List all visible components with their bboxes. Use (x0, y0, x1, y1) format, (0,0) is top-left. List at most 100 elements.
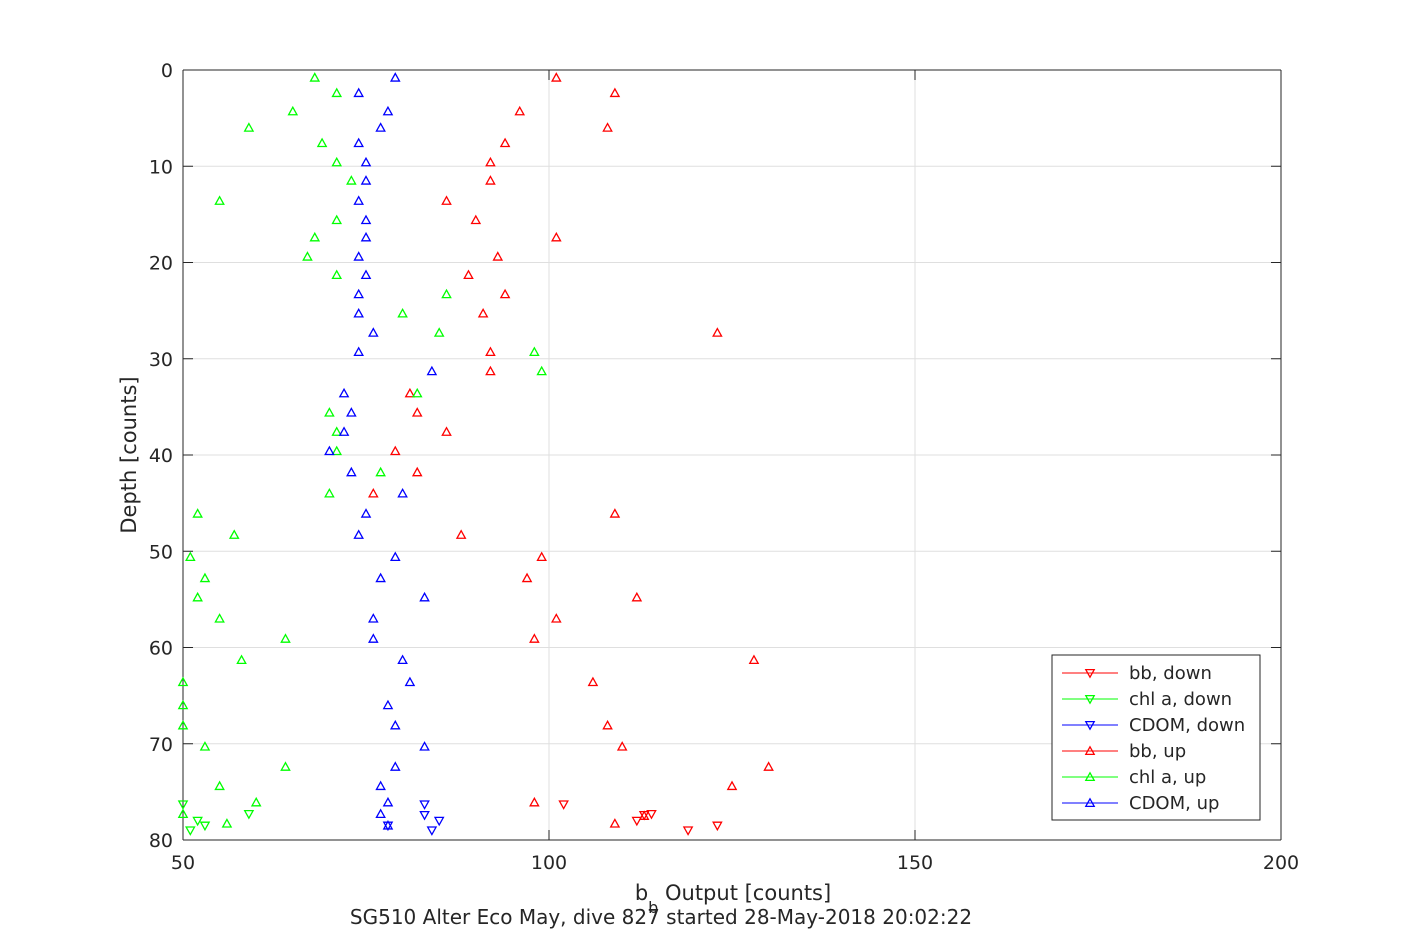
data-point-marker (360, 231, 372, 242)
data-point-marker (411, 387, 423, 398)
legend-marker (1084, 694, 1096, 705)
data-point-marker (302, 251, 313, 261)
data-point-marker (426, 826, 438, 836)
legend-marker (1084, 745, 1096, 756)
data-point-marker (631, 816, 643, 827)
legend-box (1051, 654, 1261, 821)
legend-label: chl a, down (1129, 689, 1232, 710)
data-point-marker (360, 508, 372, 518)
data-point-marker (353, 195, 364, 205)
x-axis-label-main: b (635, 881, 648, 905)
data-point-marker (360, 214, 372, 225)
data-point-marker (316, 137, 328, 148)
data-point-marker (551, 231, 562, 242)
data-point-marker (419, 741, 430, 751)
data-point-marker (419, 800, 430, 810)
data-point-marker (375, 808, 386, 819)
data-point-marker (419, 591, 430, 602)
data-point-marker (331, 87, 343, 98)
data-point-marker (177, 808, 189, 819)
data-point-marker (477, 307, 489, 318)
axes: 50 100 150 200 0 10 20 30 40 50 60 70 80 (149, 60, 1299, 874)
data-point-marker (177, 676, 189, 687)
data-point-marker (346, 407, 357, 417)
y-tick-label: 0 (161, 60, 173, 82)
data-point-marker (353, 529, 364, 539)
data-point-marker (375, 572, 386, 583)
data-point-marker (250, 796, 262, 807)
data-point-marker (368, 613, 379, 623)
data-point-marker (221, 818, 233, 828)
data-point-marker (712, 821, 723, 832)
data-point-marker (529, 796, 540, 807)
data-point-marker (360, 269, 372, 280)
data-point-marker (455, 529, 467, 539)
data-point-marker (331, 269, 343, 280)
x-tick-label: 150 (897, 852, 933, 874)
data-point-marker (353, 346, 364, 357)
data-point-marker (638, 810, 650, 820)
data-point-marker (514, 105, 526, 116)
data-point-marker (353, 87, 364, 98)
data-point-marker (587, 676, 599, 687)
data-point-marker (389, 551, 401, 562)
data-point-marker (353, 307, 364, 318)
legend: bb, down chl a, down CDOM, down bb, up chl a… (1051, 654, 1261, 821)
data-point-marker (389, 72, 401, 82)
data-point-marker (397, 654, 408, 665)
data-point-marker (375, 466, 386, 477)
data-point-marker (360, 175, 372, 185)
data-point-marker (470, 214, 482, 225)
data-point-marker (214, 195, 225, 205)
data-point-marker (529, 633, 540, 643)
legend-label: CDOM, up (1129, 793, 1219, 814)
data-point-marker (192, 508, 203, 518)
data-point-marker (441, 288, 452, 299)
data-point-marker (748, 654, 760, 665)
data-point-marker (199, 572, 211, 583)
data-point-marker (368, 633, 379, 643)
data-point-marker (404, 387, 416, 398)
y-tick-label: 20 (149, 253, 173, 275)
data-point-marker (331, 445, 343, 456)
y-tick-label: 30 (149, 349, 173, 371)
y-tick-label: 80 (149, 830, 173, 852)
data-point-marker (485, 346, 496, 357)
data-point-marker (346, 175, 357, 185)
x-tick-label: 50 (171, 852, 195, 874)
data-point-marker (331, 426, 343, 436)
data-point-marker (192, 591, 203, 602)
data-point-marker (375, 122, 386, 132)
y-tick-label: 40 (149, 445, 173, 467)
x-axis-label-subscript: b (648, 898, 658, 917)
data-point-marker (463, 269, 474, 280)
legend-marker (1084, 720, 1096, 731)
data-markers (177, 72, 774, 836)
data-point-marker (185, 551, 196, 562)
data-point-marker (177, 719, 189, 730)
legend-label: chl a, up (1129, 767, 1206, 788)
y-tick-label: 60 (149, 638, 173, 660)
x-tick-label: 200 (1263, 852, 1299, 874)
data-point-marker (185, 826, 196, 836)
data-point-marker (324, 407, 335, 417)
y-axis-label: Depth [counts] (117, 376, 141, 533)
data-point-marker (397, 307, 408, 318)
data-point-marker (309, 231, 321, 242)
data-point-marker (382, 796, 394, 807)
x-tick-label: 100 (531, 852, 567, 874)
data-point-marker (177, 699, 189, 710)
legend-marker (1084, 797, 1096, 808)
data-point-marker (529, 346, 540, 357)
data-point-marker (389, 719, 401, 730)
data-point-marker (280, 761, 291, 771)
data-point-marker (433, 816, 445, 827)
data-point-marker (602, 719, 613, 730)
data-point-marker (236, 654, 247, 665)
data-point-marker (360, 156, 372, 167)
data-point-marker (397, 487, 408, 498)
data-point-marker (214, 780, 225, 791)
data-point-marker (726, 780, 738, 791)
data-point-marker (411, 407, 423, 417)
